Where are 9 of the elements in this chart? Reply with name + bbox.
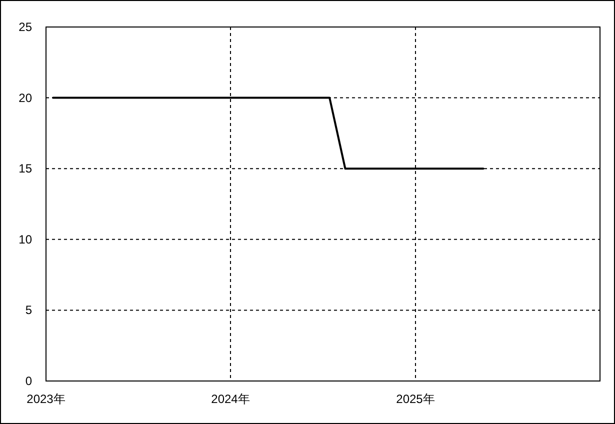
y-tick-label: 20 <box>18 90 32 105</box>
y-tick-label: 25 <box>18 20 32 34</box>
y-tick-label: 5 <box>25 303 32 318</box>
y-tick-label: 0 <box>25 374 32 388</box>
x-tick-label: 2024年 <box>211 392 250 406</box>
y-tick-label: 10 <box>18 232 32 246</box>
y-tick-label: 15 <box>18 162 32 176</box>
x-tick-label: 2025年 <box>396 392 435 406</box>
x-tick-label: 2023年 <box>26 392 66 406</box>
